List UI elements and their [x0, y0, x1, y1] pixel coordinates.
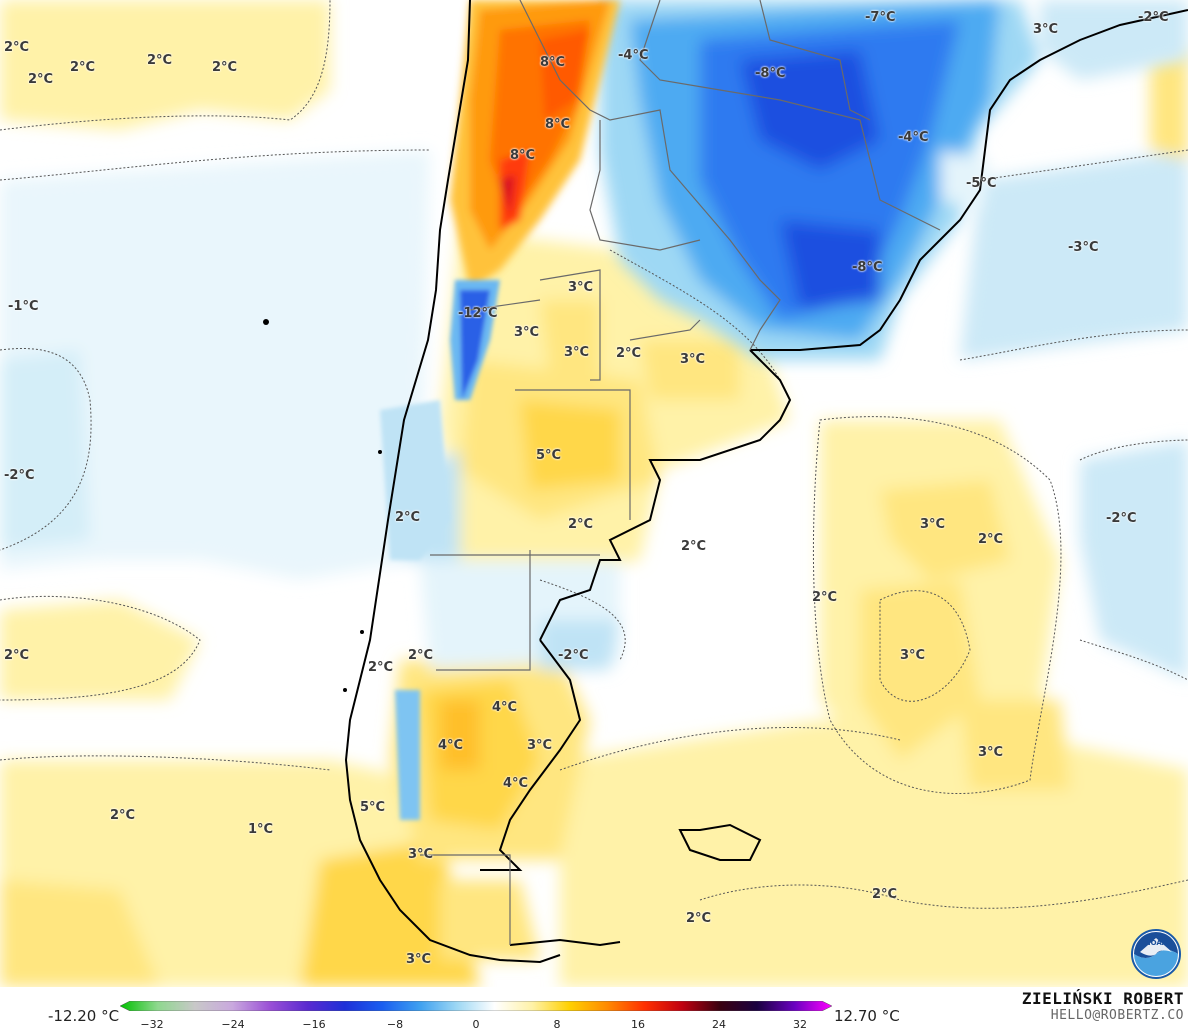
author-credit: ZIELIŃSKI ROBERT HELLO@ROBERTZ.CO	[1022, 989, 1184, 1023]
temperature-label: 2°C	[368, 660, 394, 675]
temperature-label: 4°C	[492, 700, 518, 715]
temperature-label: 2°C	[568, 517, 594, 532]
temperature-label: 2°C	[872, 887, 898, 902]
temperature-label: -8°C	[755, 66, 786, 81]
temperature-label: 2°C	[212, 60, 238, 75]
noaa-logo: NOAA	[1131, 929, 1181, 979]
noaa-logo-text: NOAA	[1145, 939, 1168, 947]
temperature-label: 2°C	[408, 648, 434, 663]
scale-tick-label: −8	[386, 1018, 404, 1031]
max-value-label: 12.70 °C	[834, 1007, 900, 1025]
temperature-label: -4°C	[898, 130, 929, 145]
temperature-label: 5°C	[536, 448, 562, 463]
temperature-label: 8°C	[540, 55, 566, 70]
temperature-label: 2°C	[28, 72, 54, 87]
temperature-label: 3°C	[568, 280, 594, 295]
author-contact: HELLO@ROBERTZ.CO	[1050, 1008, 1184, 1023]
temperature-label: 2°C	[4, 40, 30, 55]
scale-tick-label: −16	[302, 1018, 326, 1031]
temperature-label: -1°C	[8, 299, 39, 314]
temperature-label: -2°C	[1106, 511, 1137, 526]
temperature-label: 2°C	[4, 648, 30, 663]
scale-tick-label: −32	[140, 1018, 164, 1031]
temperature-label: 3°C	[978, 745, 1004, 760]
borders	[420, 0, 941, 945]
temperature-label: 2°C	[616, 346, 642, 361]
scale-tick-label: 24	[712, 1018, 726, 1031]
temperature-label: 8°C	[510, 148, 536, 163]
temperature-label: 1°C	[248, 822, 274, 837]
temperature-label: 3°C	[900, 648, 926, 663]
temperature-label: -3°C	[1068, 240, 1099, 255]
map-canvas	[0, 0, 1188, 987]
temperature-label: 2°C	[686, 911, 712, 926]
color-scale-bar	[120, 1001, 832, 1011]
temperature-label: -4°C	[618, 48, 649, 63]
temperature-label: 2°C	[395, 510, 421, 525]
temperature-label: 4°C	[438, 738, 464, 753]
scale-tick-label: 32	[793, 1018, 807, 1031]
temperature-label: -2°C	[558, 648, 589, 663]
cold-anomaly	[600, 0, 1188, 360]
temperature-label: 2°C	[110, 808, 136, 823]
temperature-label: 2°C	[681, 539, 707, 554]
scale-tick-label: 16	[631, 1018, 645, 1031]
contour-lines	[0, 0, 1188, 909]
temperature-label: -2°C	[1138, 10, 1169, 25]
temperature-label: 3°C	[564, 345, 590, 360]
temperature-label: -5°C	[966, 176, 997, 191]
temperature-label: 3°C	[514, 325, 540, 340]
legend-footer: -12.20 °C −32 −24 −16 −8 0 8 16 24 32 12.70 °C Z…	[0, 987, 1188, 1035]
scale-tick-label: −24	[221, 1018, 245, 1031]
scale-tick-label: 0	[472, 1018, 480, 1031]
author-name: ZIELIŃSKI ROBERT	[1021, 989, 1184, 1008]
temperature-label: 2°C	[147, 53, 173, 68]
temperature-label: 2°C	[812, 590, 838, 605]
temperature-label: 3°C	[406, 952, 432, 967]
andes-cold	[380, 280, 500, 820]
temperature-label: 3°C	[920, 517, 946, 532]
temperature-anomaly-map[interactable]: 2°C 2°C 2°C 2°C 2°C 8°C -4°C -7°C 3°C -2°C -8°C 8°C…	[0, 0, 1188, 987]
temperature-label: -8°C	[852, 260, 883, 275]
temperature-label: 3°C	[1033, 22, 1059, 37]
scale-tick-label: 8	[553, 1018, 561, 1031]
temperature-label: 8°C	[545, 117, 571, 132]
temperature-label: 3°C	[527, 738, 553, 753]
temperature-label: 2°C	[70, 60, 96, 75]
andes-warm	[450, 0, 620, 290]
temperature-label: 5°C	[360, 800, 386, 815]
temperature-label: -2°C	[4, 468, 35, 483]
coastline	[344, 0, 1188, 964]
temperature-label: 3°C	[408, 847, 434, 862]
islands	[263, 319, 382, 692]
temperature-label: 2°C	[978, 532, 1004, 547]
min-value-label: -12.20 °C	[48, 1007, 120, 1025]
temperature-label: -12°C	[458, 306, 498, 321]
temperature-label: 4°C	[503, 776, 529, 791]
temperature-label: 3°C	[680, 352, 706, 367]
temperature-label: -7°C	[865, 10, 896, 25]
